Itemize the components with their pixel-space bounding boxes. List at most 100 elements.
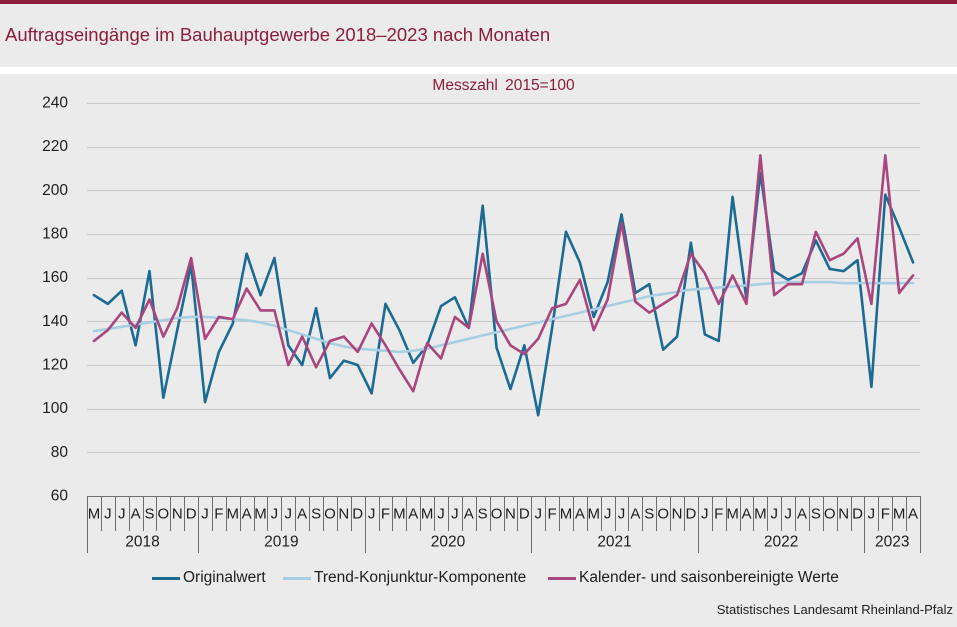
data-point-originalwert	[856, 259, 859, 262]
data-point-kalender-und-saisonbereinigte-werte	[106, 328, 109, 332]
data-point-originalwert	[814, 239, 817, 242]
x-tick-label-month: N	[338, 506, 349, 523]
x-tick-label-month: J	[604, 506, 612, 523]
data-point-kalender-und-saisonbereinigte-werte	[453, 315, 457, 319]
data-point-trend-konjunktur-komponente	[301, 333, 304, 336]
data-point-originalwert	[509, 387, 512, 391]
data-point-originalwert	[537, 414, 540, 417]
y-axis-labels: 60 80 100 120 140 160 180 200 220 240	[42, 95, 68, 505]
data-point-kalender-und-saisonbereinigte-werte	[884, 154, 887, 157]
data-point-originalwert	[106, 302, 109, 305]
data-point-originalwert	[481, 204, 484, 207]
data-point-originalwert	[287, 344, 290, 347]
x-tick-label-month: J	[770, 506, 778, 523]
data-point-originalwert	[162, 396, 165, 399]
x-tick-label-month: M	[587, 506, 600, 523]
data-point-kalender-und-saisonbereinigte-werte	[190, 256, 193, 260]
data-point-kalender-und-saisonbereinigte-werte	[426, 342, 429, 345]
legend-label: Trend-Konjunktur-Komponente	[314, 569, 527, 586]
data-point-trend-konjunktur-komponente	[550, 318, 554, 321]
data-point-kalender-und-saisonbereinigte-werte	[412, 390, 415, 393]
data-point-trend-konjunktur-komponente	[870, 282, 873, 285]
series-line-kalender-und-saisonbereinigte-werte	[92, 154, 915, 393]
data-point-trend-konjunktur-komponente	[148, 321, 151, 324]
data-point-originalwert	[134, 344, 137, 347]
x-tick-label-month: J	[784, 506, 792, 523]
data-point-originalwert	[648, 283, 651, 286]
data-point-trend-konjunktur-komponente	[495, 331, 498, 334]
x-tick-label-month: J	[118, 506, 126, 523]
data-point-originalwert	[259, 294, 262, 297]
data-point-kalender-und-saisonbereinigte-werte	[870, 302, 873, 305]
data-point-trend-konjunktur-komponente	[342, 345, 345, 348]
series-kalender-und-saisonbereinigte-werte	[92, 154, 915, 393]
series-line-originalwert	[92, 171, 915, 417]
x-tick-label-month: M	[726, 506, 739, 523]
y-tick-label: 220	[42, 138, 68, 155]
x-tick-label-month: A	[297, 506, 307, 523]
data-point-originalwert	[328, 377, 332, 380]
x-tick-label-month: A	[575, 506, 585, 523]
x-tick-label-month: D	[686, 506, 697, 523]
x-tick-label-month: F	[381, 506, 390, 523]
data-point-originalwert	[731, 195, 734, 198]
data-point-originalwert	[689, 241, 693, 244]
data-point-trend-konjunktur-komponente	[578, 311, 581, 314]
data-point-kalender-und-saisonbereinigte-werte	[176, 307, 179, 310]
x-tick-label-month: O	[491, 506, 503, 523]
x-tick-label-month: O	[158, 506, 170, 523]
x-tick-label-month: D	[186, 506, 197, 523]
data-point-originalwert	[148, 270, 151, 273]
data-point-kalender-und-saisonbereinigte-werte	[814, 230, 817, 233]
x-tick-label-month: J	[618, 506, 626, 523]
data-point-kalender-und-saisonbereinigte-werte	[787, 283, 790, 286]
x-tick-label-month: N	[172, 506, 183, 523]
x-tick-label-month: M	[893, 506, 906, 523]
data-point-originalwert	[453, 296, 457, 299]
data-point-originalwert	[245, 252, 248, 255]
data-point-kalender-und-saisonbereinigte-werte	[148, 298, 151, 301]
data-point-originalwert	[203, 401, 207, 404]
data-point-trend-konjunktur-komponente	[842, 282, 845, 285]
x-tick-label-month: J	[104, 506, 112, 523]
data-point-kalender-und-saisonbereinigte-werte	[370, 322, 373, 325]
series-trend-konjunktur-komponente	[92, 280, 915, 354]
data-point-originalwert	[620, 213, 623, 216]
x-tick-label-month: F	[714, 506, 723, 523]
data-point-originalwert	[314, 307, 318, 310]
data-point-kalender-und-saisonbereinigte-werte	[120, 311, 123, 314]
legend-item-originalwert: Originalwert	[152, 569, 266, 587]
data-point-originalwert	[412, 361, 415, 364]
data-point-kalender-und-saisonbereinigte-werte	[550, 307, 554, 310]
y-tick-label: 200	[42, 182, 68, 199]
x-tick-label-month: M	[227, 506, 240, 523]
data-point-trend-konjunktur-komponente	[689, 288, 693, 291]
data-point-kalender-und-saisonbereinigte-werte	[842, 252, 845, 255]
y-tick-label: 140	[42, 313, 68, 330]
data-point-originalwert	[800, 272, 804, 275]
data-point-originalwert	[717, 339, 720, 343]
data-point-kalender-und-saisonbereinigte-werte	[301, 335, 304, 338]
data-point-trend-konjunktur-komponente	[662, 292, 665, 296]
data-point-kalender-und-saisonbereinigte-werte	[356, 350, 359, 353]
x-tick-label-month: M	[754, 506, 767, 523]
data-point-trend-konjunktur-komponente	[120, 325, 123, 328]
x-tick-label-month: A	[630, 506, 640, 523]
data-point-kalender-und-saisonbereinigte-werte	[703, 272, 706, 275]
x-tick-label-month: J	[534, 506, 542, 523]
x-tick-label-month: A	[464, 506, 474, 523]
data-point-trend-konjunktur-komponente	[412, 349, 415, 352]
legend-label: Kalender- und saisonbereinigte Werte	[579, 569, 839, 586]
data-point-originalwert	[92, 294, 96, 297]
data-point-trend-konjunktur-komponente	[648, 295, 651, 298]
data-point-trend-konjunktur-komponente	[176, 316, 179, 320]
data-point-kalender-und-saisonbereinigte-werte	[634, 300, 637, 303]
data-point-trend-konjunktur-komponente	[439, 344, 443, 347]
data-point-kalender-und-saisonbereinigte-werte	[828, 259, 831, 262]
x-tick-label-month: J	[437, 506, 445, 523]
x-tick-label-month: S	[644, 506, 654, 523]
data-point-originalwert	[273, 256, 276, 260]
y-tick-label: 160	[42, 269, 68, 286]
